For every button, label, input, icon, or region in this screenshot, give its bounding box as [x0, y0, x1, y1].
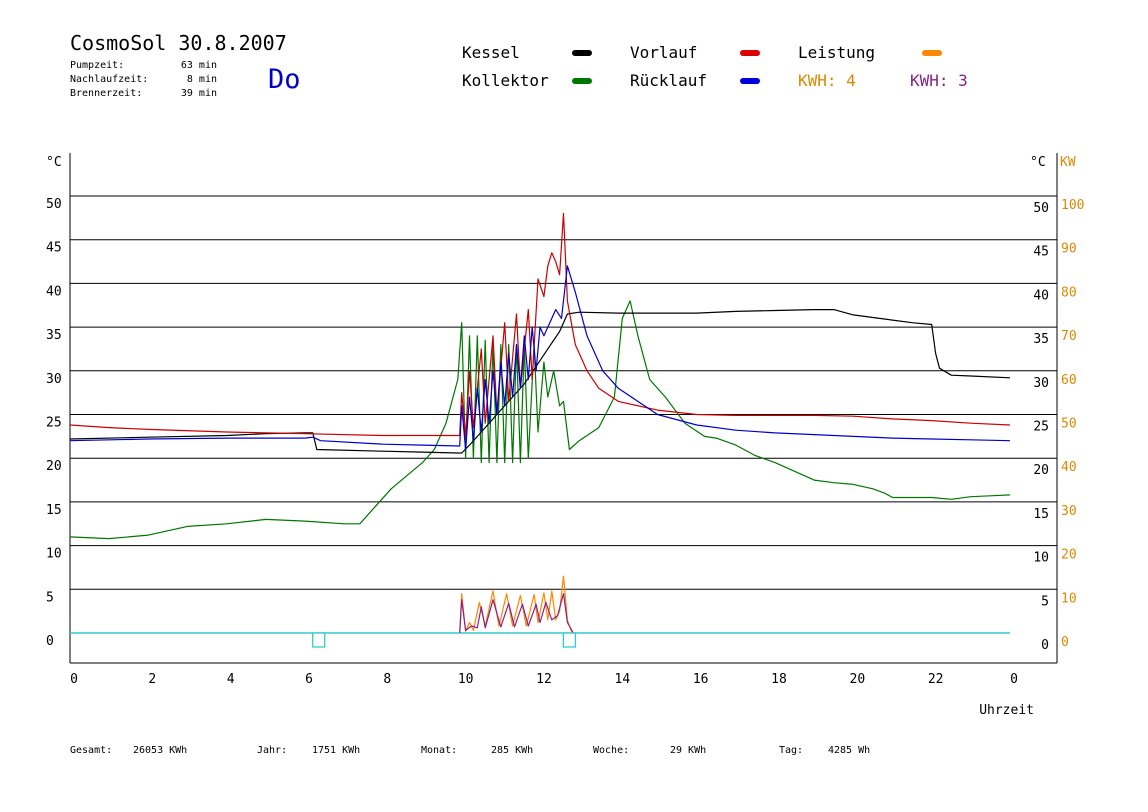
- x-tick-9: 18: [771, 672, 787, 687]
- y-tick-left-35: 35: [46, 328, 62, 343]
- pump-marker-1: [562, 632, 577, 648]
- x-tick-1: 2: [148, 672, 156, 687]
- series-kessel: [69, 309, 1011, 454]
- pump-marker-0: [312, 632, 326, 648]
- kw-tick-10: 10: [1061, 591, 1077, 606]
- x-tick-labels: 0 2 4 6 8 10 12 14 16 18 20 22 0: [70, 672, 1018, 687]
- legend-label-leistung: Leistung: [798, 43, 875, 62]
- plot-frame: [69, 153, 1058, 664]
- legend-swatch-kessel: [572, 50, 592, 56]
- footer-label-gesamt: Gesamt:: [70, 745, 112, 756]
- legend-swatch-leistung: [922, 50, 942, 56]
- series-kwh3: [459, 593, 574, 634]
- x-tick-5: 10: [458, 672, 474, 687]
- kw-tick-100: 100: [1061, 198, 1084, 213]
- kw-tick-0: 0: [1061, 635, 1069, 650]
- legend-label-kollektor: Kollektor: [462, 71, 549, 90]
- kw-tick-80: 80: [1061, 285, 1077, 300]
- x-tick-3: 6: [305, 672, 313, 687]
- y-tick-left-30: 30: [46, 372, 62, 387]
- x-tick-2: 4: [227, 672, 235, 687]
- kw-tick-70: 70: [1061, 329, 1077, 344]
- stat-label-brennerzeit: Brennerzeit:: [70, 88, 142, 99]
- footer-label-jahr: Jahr:: [257, 745, 287, 756]
- stats-block: Pumpzeit: 63 min Nachlaufzeit: 8 min Bre…: [70, 60, 217, 99]
- series-ruecklauf: [69, 265, 1011, 451]
- kw-axis-unit: KW: [1060, 155, 1076, 170]
- stat-value-nachlaufzeit: 8 min: [187, 74, 217, 85]
- kw-tick-40: 40: [1061, 460, 1077, 475]
- x-tick-0: 0: [70, 672, 78, 687]
- weekday-label: Do: [268, 64, 301, 95]
- y-tick-left-15: 15: [46, 503, 62, 518]
- x-tick-12: 0: [1010, 672, 1018, 687]
- y-tick-left-5: 5: [46, 590, 54, 605]
- y-tick-left-50: 50: [46, 197, 62, 212]
- y-tick-right-5: 5: [1041, 594, 1049, 609]
- stat-value-brennerzeit: 39 min: [181, 88, 217, 99]
- y-tick-right-35: 35: [1033, 332, 1049, 347]
- y-tick-left-10: 10: [46, 547, 62, 562]
- y-tick-right-10: 10: [1033, 551, 1049, 566]
- legend-kwh-4: KWH: 4: [798, 71, 856, 90]
- kw-tick-20: 20: [1061, 548, 1077, 563]
- y-tick-left-45: 45: [46, 241, 62, 256]
- footer-label-tag: Tag:: [779, 745, 803, 756]
- y-tick-right-50: 50: [1033, 201, 1049, 216]
- y-tick-right-20: 20: [1033, 463, 1049, 478]
- y-tick-left-0: 0: [46, 634, 54, 649]
- stat-value-pumpzeit: 63 min: [181, 60, 217, 71]
- footer-value-gesamt: 26053 KWh: [133, 745, 187, 756]
- series-kollektor: [69, 300, 1011, 540]
- y-tick-right-15: 15: [1033, 507, 1049, 522]
- stat-label-pumpzeit: Pumpzeit:: [70, 60, 124, 71]
- stat-label-nachlaufzeit: Nachlaufzeit:: [70, 74, 148, 85]
- x-tick-10: 20: [850, 672, 866, 687]
- legend-label-kessel: Kessel: [462, 43, 520, 62]
- y-tick-right-30: 30: [1033, 376, 1049, 391]
- x-tick-8: 16: [693, 672, 709, 687]
- series-lines: [69, 212, 1011, 634]
- kw-tick-90: 90: [1061, 242, 1077, 257]
- y-tick-right-25: 25: [1033, 420, 1049, 435]
- kw-tick-50: 50: [1061, 417, 1077, 432]
- y-axis-unit-right: °C: [1030, 155, 1046, 170]
- x-tick-4: 8: [383, 672, 391, 687]
- legend-swatch-ruecklauf: [740, 78, 760, 84]
- x-tick-6: 12: [536, 672, 552, 687]
- footer-value-jahr: 1751 KWh: [312, 745, 360, 756]
- grid-lines: [70, 195, 1057, 590]
- legend-label-ruecklauf: Rücklauf: [630, 71, 707, 90]
- y-tick-left-25: 25: [46, 416, 62, 431]
- y-axis-unit-left: °C: [46, 155, 62, 170]
- footer-value-monat: 285 KWh: [491, 745, 533, 756]
- y-tick-left-40: 40: [46, 284, 62, 299]
- x-tick-7: 14: [615, 672, 631, 687]
- legend-kwh-3: KWH: 3: [910, 71, 968, 90]
- x-tick-11: 22: [928, 672, 944, 687]
- footer-label-monat: Monat:: [421, 745, 457, 756]
- kw-tick-60: 60: [1061, 373, 1077, 388]
- legend-swatch-vorlauf: [740, 50, 760, 56]
- legend-swatch-kollektor: [572, 78, 592, 84]
- legend-label-vorlauf: Vorlauf: [630, 43, 697, 62]
- chart-title: CosmoSol 30.8.2007: [70, 31, 287, 55]
- footer-label-woche: Woche:: [593, 745, 629, 756]
- y-tick-right-45: 45: [1033, 245, 1049, 260]
- y-tick-right-0: 0: [1041, 638, 1049, 653]
- pump-markers: [312, 632, 577, 648]
- y-tick-right-40: 40: [1033, 288, 1049, 303]
- y-tick-left-20: 20: [46, 459, 62, 474]
- x-axis-label: Uhrzeit: [979, 703, 1034, 718]
- footer-value-tag: 4285 Wh: [828, 745, 870, 756]
- footer-value-woche: 29 KWh: [670, 745, 706, 756]
- series-leistung: [459, 575, 574, 634]
- legend: Kessel Vorlauf Leistung Kollektor Rückla…: [462, 43, 968, 90]
- footer-totals: Gesamt: 26053 KWh Jahr: 1751 KWh Monat: …: [70, 745, 870, 756]
- kw-tick-30: 30: [1061, 504, 1077, 519]
